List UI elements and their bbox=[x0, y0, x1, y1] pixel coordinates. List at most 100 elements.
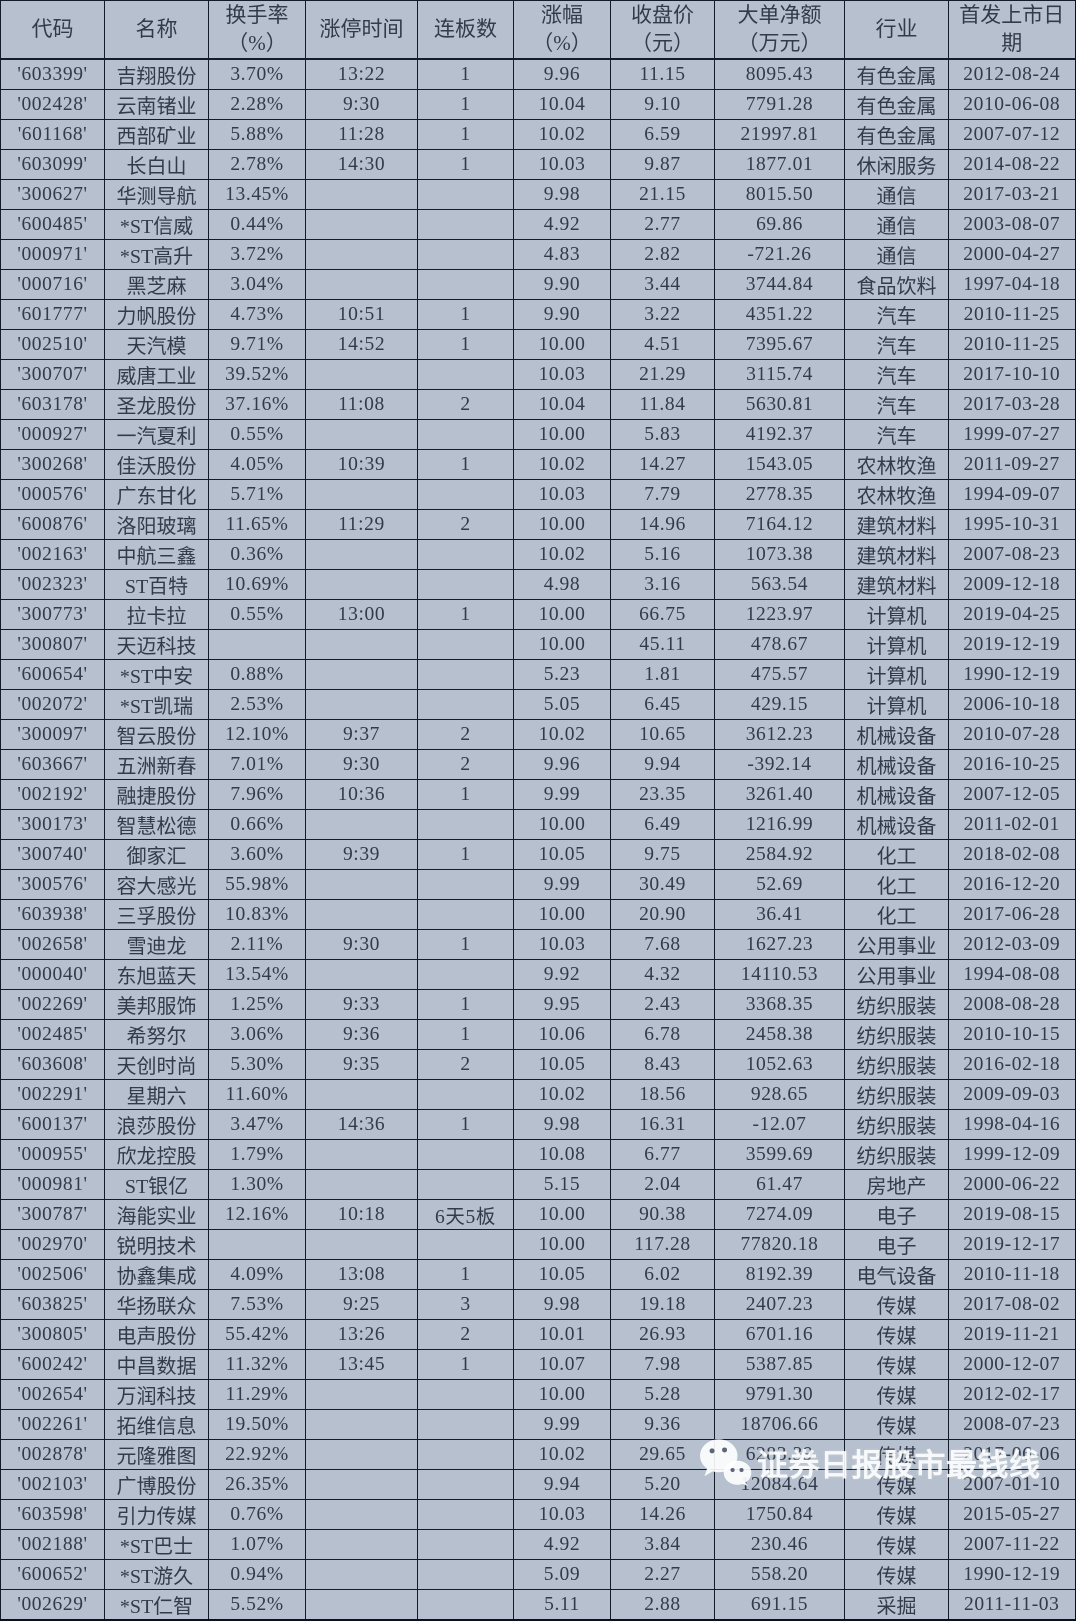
cell-net: 1877.01 bbox=[715, 150, 845, 180]
cell-code: '000716' bbox=[1, 270, 105, 300]
table-row: '300268' 佳沃股份 4.05% 10:39 1 10.02 14.27 … bbox=[1, 450, 1076, 480]
cell-code: '002072' bbox=[1, 690, 105, 720]
cell-close: 3.22 bbox=[611, 300, 715, 330]
cell-code: '300807' bbox=[1, 630, 105, 660]
cell-turnover: 4.09% bbox=[209, 1260, 306, 1290]
cell-name: 长白山 bbox=[105, 150, 209, 180]
cell-ipo-date: 1995-10-31 bbox=[949, 510, 1076, 540]
cell-net: 3612.23 bbox=[715, 720, 845, 750]
cell-code: '300576' bbox=[1, 870, 105, 900]
cell-limit-time bbox=[306, 1500, 418, 1530]
cell-boards: 1 bbox=[418, 840, 514, 870]
table-row: '603399' 吉翔股份 3.70% 13:22 1 9.96 11.15 8… bbox=[1, 59, 1076, 90]
cell-ipo-date: 2000-12-07 bbox=[949, 1350, 1076, 1380]
cell-net: 3115.74 bbox=[715, 360, 845, 390]
cell-industry: 纺织服装 bbox=[845, 1080, 949, 1110]
cell-change: 10.00 bbox=[514, 1200, 611, 1230]
cell-turnover: 0.44% bbox=[209, 210, 306, 240]
cell-net: 928.65 bbox=[715, 1080, 845, 1110]
cell-industry: 有色金属 bbox=[845, 90, 949, 120]
cell-industry: 建筑材料 bbox=[845, 570, 949, 600]
cell-boards bbox=[418, 210, 514, 240]
cell-net: 429.15 bbox=[715, 690, 845, 720]
cell-change: 10.00 bbox=[514, 1230, 611, 1260]
table-row: '000040' 东旭蓝天 13.54% 9.92 4.32 14110.53 … bbox=[1, 960, 1076, 990]
cell-ipo-date: 2008-08-28 bbox=[949, 990, 1076, 1020]
cell-limit-time: 14:52 bbox=[306, 330, 418, 360]
cell-name: 黑芝麻 bbox=[105, 270, 209, 300]
cell-turnover: 1.30% bbox=[209, 1170, 306, 1200]
cell-code: '300740' bbox=[1, 840, 105, 870]
cell-name: 御家汇 bbox=[105, 840, 209, 870]
cell-ipo-date: 2017-06-28 bbox=[949, 900, 1076, 930]
cell-ipo-date: 2019-12-17 bbox=[949, 1230, 1076, 1260]
table-row: '002192' 融捷股份 7.96% 10:36 1 9.99 23.35 3… bbox=[1, 780, 1076, 810]
cell-net: 3744.84 bbox=[715, 270, 845, 300]
cell-industry: 纺织服装 bbox=[845, 1110, 949, 1140]
cell-close: 11.84 bbox=[611, 390, 715, 420]
cell-boards bbox=[418, 360, 514, 390]
cell-boards bbox=[418, 630, 514, 660]
cell-turnover: 7.01% bbox=[209, 750, 306, 780]
cell-turnover: 7.53% bbox=[209, 1290, 306, 1320]
cell-close: 5.83 bbox=[611, 420, 715, 450]
cell-code: '600654' bbox=[1, 660, 105, 690]
cell-boards bbox=[418, 900, 514, 930]
cell-boards bbox=[418, 870, 514, 900]
cell-change: 5.15 bbox=[514, 1170, 611, 1200]
cell-net: -12.07 bbox=[715, 1110, 845, 1140]
table-row: '000955' 欣龙控股 1.79% 10.08 6.77 3599.69 纺… bbox=[1, 1140, 1076, 1170]
cell-net: 478.67 bbox=[715, 630, 845, 660]
cell-name: 三孚股份 bbox=[105, 900, 209, 930]
cell-limit-time: 11:29 bbox=[306, 510, 418, 540]
cell-ipo-date: 2012-03-09 bbox=[949, 930, 1076, 960]
cell-boards: 2 bbox=[418, 1050, 514, 1080]
cell-turnover: 12.16% bbox=[209, 1200, 306, 1230]
cell-limit-time: 9:30 bbox=[306, 930, 418, 960]
cell-name: 广博股份 bbox=[105, 1470, 209, 1500]
cell-net: 7395.67 bbox=[715, 330, 845, 360]
cell-turnover: 0.94% bbox=[209, 1560, 306, 1590]
cell-name: 东旭蓝天 bbox=[105, 960, 209, 990]
cell-close: 9.10 bbox=[611, 90, 715, 120]
cell-close: 2.04 bbox=[611, 1170, 715, 1200]
cell-ipo-date: 2009-12-18 bbox=[949, 570, 1076, 600]
cell-boards bbox=[418, 1410, 514, 1440]
cell-limit-time bbox=[306, 1080, 418, 1110]
cell-change: 10.08 bbox=[514, 1140, 611, 1170]
cell-code: '603938' bbox=[1, 900, 105, 930]
cell-change: 10.00 bbox=[514, 330, 611, 360]
cell-industry: 纺织服装 bbox=[845, 1050, 949, 1080]
cell-limit-time: 13:00 bbox=[306, 600, 418, 630]
cell-name: 拓维信息 bbox=[105, 1410, 209, 1440]
table-row: '600137' 浪莎股份 3.47% 14:36 1 9.98 16.31 -… bbox=[1, 1110, 1076, 1140]
cell-boards bbox=[418, 660, 514, 690]
cell-net: 12084.64 bbox=[715, 1470, 845, 1500]
table-row: '000927' 一汽夏利 0.55% 10.00 5.83 4192.37 汽… bbox=[1, 420, 1076, 450]
cell-change: 10.04 bbox=[514, 390, 611, 420]
cell-boards bbox=[418, 240, 514, 270]
cell-change: 9.96 bbox=[514, 59, 611, 90]
cell-net: 3368.35 bbox=[715, 990, 845, 1020]
cell-name: 中昌数据 bbox=[105, 1350, 209, 1380]
cell-code: '000971' bbox=[1, 240, 105, 270]
cell-name: 欣龙控股 bbox=[105, 1140, 209, 1170]
cell-turnover: 4.73% bbox=[209, 300, 306, 330]
table-row: '002878' 元隆雅图 22.92% 10.02 29.65 6283.39… bbox=[1, 1440, 1076, 1470]
cell-industry: 传媒 bbox=[845, 1410, 949, 1440]
cell-code: '002510' bbox=[1, 330, 105, 360]
cell-ipo-date: 2000-04-27 bbox=[949, 240, 1076, 270]
cell-industry: 传媒 bbox=[845, 1440, 949, 1470]
cell-turnover: 2.28% bbox=[209, 90, 306, 120]
cell-limit-time bbox=[306, 960, 418, 990]
column-header-change: 涨幅（%） bbox=[514, 1, 611, 60]
cell-change: 10.00 bbox=[514, 510, 611, 540]
table-row: '600876' 洛阳玻璃 11.65% 11:29 2 10.00 14.96… bbox=[1, 510, 1076, 540]
cell-ipo-date: 2011-02-01 bbox=[949, 810, 1076, 840]
cell-close: 90.38 bbox=[611, 1200, 715, 1230]
cell-name: 一汽夏利 bbox=[105, 420, 209, 450]
table-row: '300627' 华测导航 13.45% 9.98 21.15 8015.50 … bbox=[1, 180, 1076, 210]
cell-boards: 2 bbox=[418, 510, 514, 540]
cell-industry: 纺织服装 bbox=[845, 990, 949, 1020]
cell-name: 容大感光 bbox=[105, 870, 209, 900]
